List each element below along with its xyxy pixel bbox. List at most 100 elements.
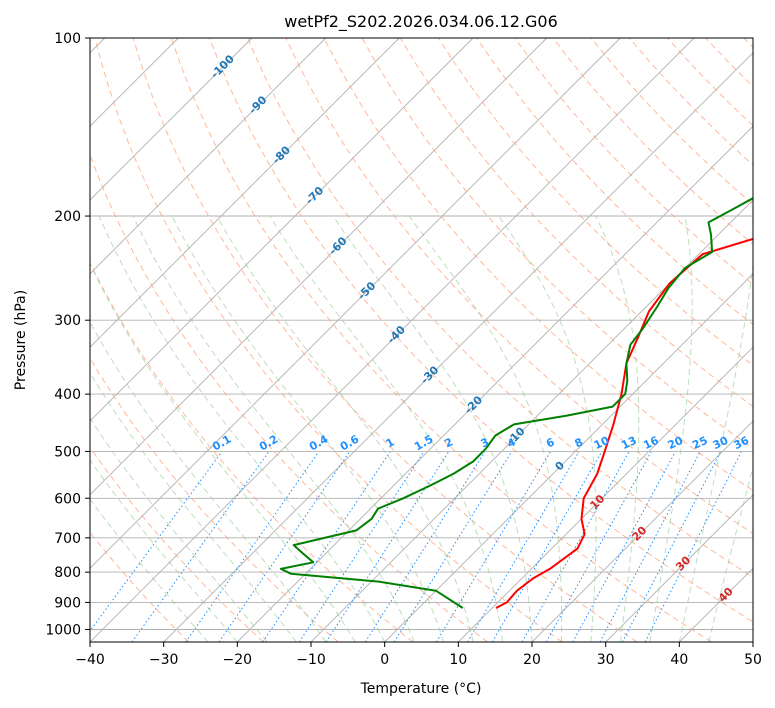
mixing-ratio-label: 13 (619, 434, 638, 452)
dry-adiabat-line (552, 38, 753, 245)
isotherm-line (236, 125, 753, 642)
dry-adiabat-line (132, 38, 638, 642)
moist-adiabat-line (498, 215, 597, 642)
plot-frame (89, 37, 754, 643)
x-tick-label: 40 (670, 652, 688, 668)
isotherm-label: -30 (418, 363, 441, 386)
dry-adiabat-line (285, 38, 753, 535)
isotherm-line (163, 52, 753, 642)
mixing-ratio-line (185, 451, 320, 642)
y-tick-label: 800 (54, 565, 81, 581)
dry-adiabat-line (476, 38, 753, 326)
dry-adiabat-line (94, 38, 563, 642)
moist-adiabat-line (90, 321, 327, 642)
y-axis-label: Pressure (hPa) (13, 290, 29, 390)
isotherm-label: -40 (385, 323, 408, 346)
dry-adiabat-line (437, 38, 753, 366)
background-lines (90, 38, 753, 642)
dry-adiabat-line (90, 446, 264, 642)
moist-adiabat-line (171, 215, 445, 642)
isotherm-line (90, 38, 327, 275)
isotherm-label: -80 (270, 143, 293, 166)
mixing-ratio-label: 16 (641, 434, 661, 452)
mixing-ratio-line (599, 451, 701, 642)
isotherm-label: -90 (246, 93, 269, 116)
mixing-ratio-line (393, 451, 513, 642)
isotherm-line (457, 346, 753, 642)
isotherm-line (752, 641, 753, 642)
isotherm-label: -100 (208, 52, 237, 81)
mixing-ratio-line (131, 451, 270, 642)
moist-adiabat-line (90, 371, 297, 642)
y-tick-label: 700 (54, 531, 81, 547)
moist-adiabat-line (90, 417, 268, 642)
isotherm-line (90, 38, 474, 422)
dewpoint-line (279, 197, 753, 609)
chart-title: wetPf2_S202.2026.034.06.12.G06 (284, 12, 558, 32)
dry-adiabat-line (90, 153, 488, 642)
sounding-profiles (279, 197, 753, 609)
y-tick-label: 300 (54, 313, 81, 329)
dry-adiabat-line (667, 38, 753, 127)
x-tick-label: 0 (380, 652, 389, 668)
dry-adiabat-line (323, 38, 753, 492)
dry-adiabat-line (514, 38, 753, 285)
x-tick-label: 30 (597, 652, 615, 668)
mixing-ratio-label: 20 (666, 434, 686, 452)
y-tick-label: 1000 (45, 622, 81, 638)
mixing-ratio-line (325, 451, 450, 642)
isotherm-label: 0 (553, 459, 568, 474)
mixing-ratio-label: 1 (384, 435, 397, 450)
mixing-ratio-label: 0.6 (338, 432, 362, 453)
temperature-line (495, 237, 753, 609)
mixing-ratio-label: 1.5 (412, 432, 435, 453)
x-tick-label: −40 (75, 652, 105, 668)
x-tick-label: −30 (149, 652, 179, 668)
mixing-ratio-label: 10 (592, 434, 612, 452)
mixing-ratio-label: 0.4 (307, 432, 331, 453)
y-tick-label: 200 (54, 209, 81, 225)
x-axis-label: Temperature (°C) (360, 681, 482, 697)
x-tick-label: 50 (744, 652, 762, 668)
y-tick-label: 500 (54, 444, 81, 460)
y-axis-ticks: 100 200 300 400 500 600 700 800 900 1000 (45, 31, 90, 638)
x-axis-ticks: −40 −30 −20 −10 0 10 20 30 40 50 (75, 642, 762, 668)
mixing-ratio-line (435, 451, 552, 642)
moist-adiabat-line (98, 215, 386, 642)
moist-adiabat-line (678, 261, 753, 642)
mixing-ratio-line (218, 451, 351, 642)
y-tick-label: 900 (54, 595, 81, 611)
isotherm-line (90, 38, 695, 642)
dry-adiabat-line (743, 38, 753, 49)
dry-adiabat-line (209, 38, 753, 623)
mixing-ratio-line (644, 451, 742, 642)
mixing-ratio-line (545, 451, 652, 642)
isotherm-label: -60 (326, 234, 349, 257)
mixing-ratio-label: 25 (690, 434, 709, 452)
y-tick-label: 400 (54, 387, 81, 403)
moist-adiabat-line (595, 215, 640, 642)
moist-adiabat-line (332, 215, 533, 642)
x-tick-label: 10 (449, 652, 467, 668)
moist-adiabat-line (90, 459, 238, 642)
isotherm-label: -50 (355, 279, 378, 302)
x-tick-label: −20 (223, 652, 253, 668)
moist-adiabat-line (216, 215, 474, 642)
y-tick-label: 600 (54, 491, 81, 507)
mixing-ratio-line (364, 451, 486, 642)
isotherm-line (90, 38, 548, 496)
mixing-ratio-line (491, 451, 603, 642)
dry-adiabat-line (90, 261, 414, 642)
mixing-ratio-line (572, 451, 676, 642)
moist-adiabat-line (90, 262, 356, 642)
mixing-ratio-line (467, 451, 580, 642)
moist-adiabat-line (649, 215, 693, 642)
isotherm-line (90, 38, 400, 348)
dry-adiabat-line (170, 38, 712, 642)
mixing-ratio-line (298, 451, 425, 642)
isotherm-line (384, 273, 753, 642)
moist-adiabat-line (708, 465, 753, 642)
moist-adiabat-line (269, 215, 503, 642)
moist-adiabat-line (90, 498, 209, 642)
